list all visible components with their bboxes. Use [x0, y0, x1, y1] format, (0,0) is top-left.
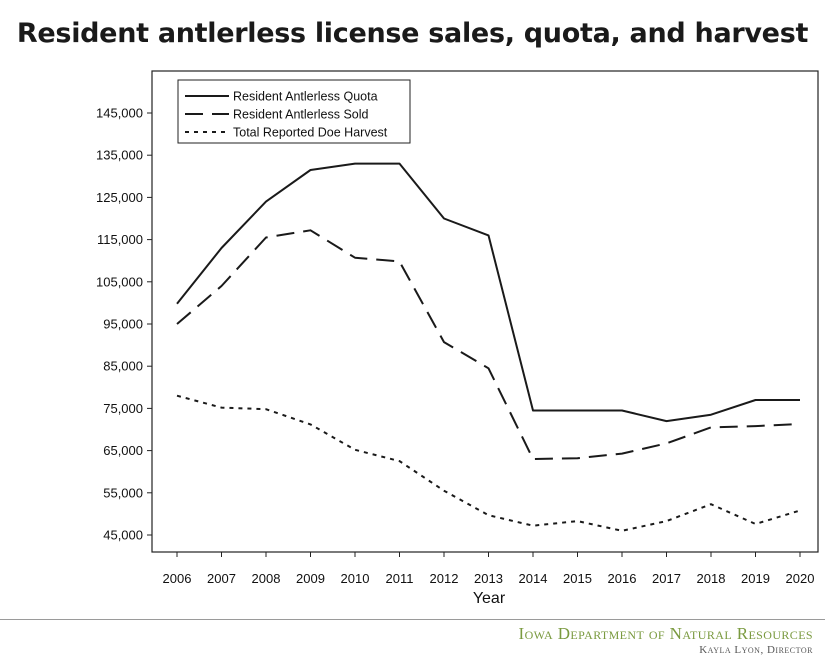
x-tick-label: 2019 [741, 571, 770, 586]
quota-line [176, 162, 800, 423]
x-tick-label: 2011 [386, 571, 414, 586]
legend-label: Resident Antlerless Sold [233, 108, 369, 122]
x-tick-label: 2015 [563, 571, 592, 586]
y-tick-label: 105,000 [96, 274, 143, 289]
x-tick-label: 2006 [163, 571, 192, 586]
doe-harvest-line [176, 394, 801, 532]
y-tick-label: 135,000 [96, 148, 143, 163]
x-tick-label: 2010 [341, 571, 370, 586]
line-chart: 45,000 55,000 65,000 75,000 85,000 95,000 105,… [96, 70, 819, 607]
x-tick-label: 2013 [474, 571, 503, 586]
x-tick-label: 2014 [519, 571, 548, 586]
sold-line [176, 229, 801, 460]
y-tick-label: 145,000 [96, 106, 143, 121]
x-tick-label: 2017 [652, 571, 681, 586]
x-tick-label: 2016 [608, 571, 637, 586]
y-tick-label: 45,000 [103, 528, 143, 543]
director-line: Kayla Lyon, Director [699, 644, 813, 656]
legend-box [177, 79, 411, 144]
footer-divider [0, 619, 825, 620]
x-tick-label: 2008 [252, 571, 281, 586]
x-tick-label: 2018 [697, 571, 726, 586]
y-tick-label: 125,000 [96, 190, 143, 205]
agency-name: Iowa Department of Natural Resources [518, 624, 813, 643]
x-tick-label: 2007 [207, 571, 236, 586]
x-tick-label: 2020 [786, 571, 815, 586]
y-tick-label: 55,000 [103, 485, 143, 500]
y-tick-label: 115,000 [97, 232, 143, 247]
x-tick-label: 2012 [430, 571, 459, 586]
y-tick-label: 75,000 [103, 401, 143, 416]
slide-title: Resident antlerless license sales, quota… [16, 18, 809, 49]
x-tick-label: 2009 [296, 571, 325, 586]
legend-label: Total Reported Doe Harvest [233, 126, 388, 140]
y-tick-label: 65,000 [103, 443, 143, 458]
x-axis-title: Year [473, 590, 506, 607]
plot-frame [151, 70, 819, 553]
legend-label: Resident Antlerless Quota [233, 90, 378, 104]
y-tick-label: 85,000 [103, 359, 143, 374]
y-tick-label: 95,000 [103, 317, 143, 332]
